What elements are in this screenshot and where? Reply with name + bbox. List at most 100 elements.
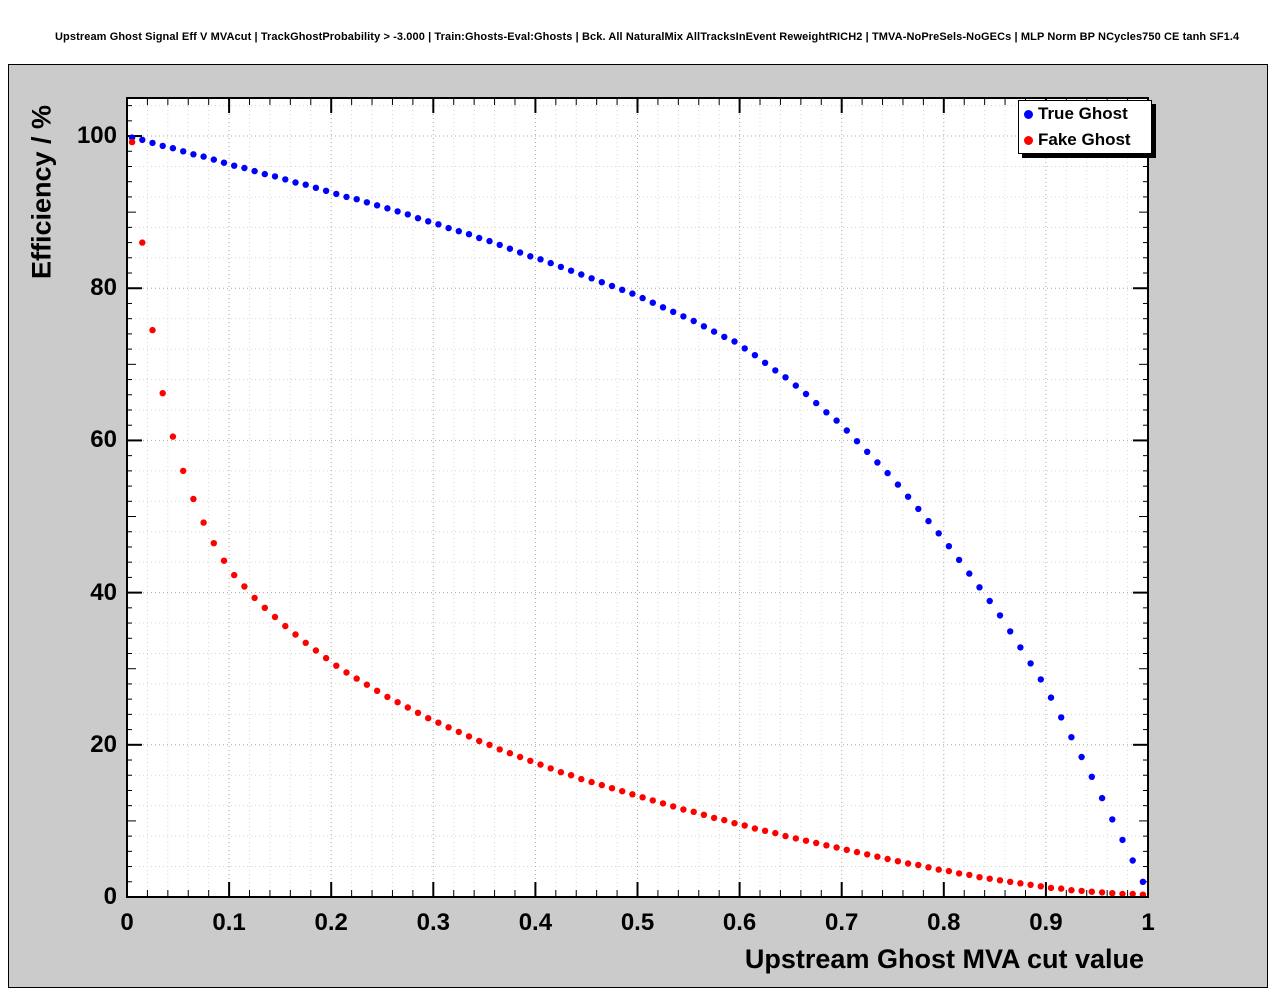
data-point-true-ghost: [874, 459, 881, 466]
legend-label-true-ghost: True Ghost: [1038, 104, 1128, 123]
data-point-fake-ghost: [802, 837, 810, 844]
data-point-true-ghost: [567, 267, 575, 274]
data-point-fake-ghost: [312, 647, 320, 654]
data-point-true-ghost: [271, 173, 279, 180]
data-point-true-ghost: [261, 170, 268, 178]
data-point-true-ghost: [292, 179, 299, 186]
data-point-true-ghost: [282, 176, 289, 183]
data-point-true-ghost: [721, 333, 728, 341]
data-point-fake-ghost: [1027, 881, 1034, 888]
data-point-true-ghost: [414, 215, 422, 222]
data-point-true-ghost: [333, 190, 340, 198]
data-point-true-ghost: [322, 187, 330, 194]
data-point-true-ghost: [659, 304, 667, 311]
data-point-true-ghost: [741, 345, 748, 352]
data-point-fake-ghost: [935, 866, 942, 873]
data-point-fake-ghost: [976, 874, 983, 881]
data-point-fake-ghost: [271, 613, 279, 621]
x-tick-label: 0: [120, 909, 134, 936]
data-point-fake-ghost: [1017, 880, 1024, 887]
y-tick-label: 60: [90, 426, 117, 454]
data-point-true-ghost: [1047, 694, 1055, 701]
data-point-true-ghost: [465, 231, 473, 238]
data-point-true-ghost: [680, 313, 687, 320]
data-point-fake-ghost: [639, 794, 646, 801]
data-point-true-ghost: [833, 417, 840, 424]
data-point-true-ghost: [955, 556, 963, 564]
x-tick-label: 0.7: [825, 909, 859, 936]
data-point-fake-ghost: [680, 806, 687, 813]
data-point-fake-ghost: [986, 875, 993, 882]
true-ghost-marker-icon: [1024, 109, 1033, 119]
data-point-fake-ghost: [282, 622, 289, 630]
data-point-fake-ghost: [670, 803, 677, 810]
data-point-fake-ghost: [925, 864, 932, 871]
data-point-fake-ghost: [1037, 883, 1045, 890]
data-point-fake-ghost: [843, 846, 850, 853]
data-point-true-ghost: [915, 505, 922, 513]
data-point-fake-ghost: [823, 842, 830, 849]
data-point-true-ghost: [802, 390, 810, 398]
x-tick-label: 0.4: [518, 909, 553, 936]
data-point-true-ghost: [210, 156, 217, 163]
data-point-true-ghost: [128, 134, 136, 141]
data-point-fake-ghost: [557, 769, 565, 776]
data-point-fake-ghost: [384, 693, 391, 701]
data-point-fake-ghost: [322, 654, 330, 662]
data-point-fake-ghost: [915, 861, 922, 869]
data-point-true-ghost: [608, 282, 616, 290]
chart-title: Upstream Ghost Signal Eff V MVAcut | Tra…: [55, 31, 1240, 43]
data-point-fake-ghost: [343, 669, 350, 676]
data-point-fake-ghost: [220, 557, 228, 564]
data-point-fake-ghost: [231, 571, 238, 579]
data-point-fake-ghost: [445, 724, 452, 731]
data-point-fake-ghost: [721, 816, 728, 824]
data-point-true-ghost: [598, 279, 605, 286]
data-point-true-ghost: [996, 612, 1004, 619]
data-point-true-ghost: [455, 228, 462, 235]
data-point-fake-ghost: [496, 746, 503, 753]
data-point-true-ghost: [772, 367, 779, 374]
data-point-true-ghost: [813, 399, 820, 407]
data-point-fake-ghost: [782, 832, 789, 840]
x-tick-label: 0.2: [314, 909, 348, 936]
data-point-true-ghost: [792, 382, 799, 389]
data-point-true-ghost: [1007, 628, 1014, 635]
data-point-fake-ghost: [761, 827, 769, 834]
x-tick-label: 0.5: [620, 909, 655, 936]
data-point-true-ghost: [1017, 644, 1024, 651]
data-point-fake-ghost: [1129, 890, 1136, 898]
x-tick-label: 0.3: [416, 909, 450, 936]
data-point-true-ghost: [1129, 857, 1136, 864]
data-point-fake-ghost: [598, 781, 605, 789]
data-point-true-ghost: [945, 543, 953, 550]
data-point-fake-ghost: [904, 860, 912, 867]
data-point-fake-ghost: [455, 728, 462, 736]
data-point-true-ghost: [1037, 676, 1045, 683]
data-point-fake-ghost: [1088, 888, 1096, 895]
data-point-fake-ghost: [853, 848, 861, 856]
data-point-true-ghost: [1109, 816, 1116, 823]
legend: True Ghost Fake Ghost: [1018, 100, 1152, 154]
data-point-fake-ghost: [1109, 890, 1116, 897]
data-point-fake-ghost: [128, 138, 136, 146]
data-point-true-ghost: [231, 162, 238, 169]
legend-entry-fake-ghost: Fake Ghost: [1019, 127, 1151, 153]
legend-entry-true-ghost: True Ghost: [1019, 101, 1151, 127]
data-point-fake-ghost: [1098, 889, 1106, 896]
data-point-true-ghost: [884, 469, 891, 477]
data-point-true-ghost: [190, 151, 197, 158]
data-point-true-ghost: [864, 448, 871, 455]
data-point-true-ghost: [527, 253, 534, 260]
data-point-fake-ghost: [588, 778, 595, 786]
data-point-fake-ghost: [363, 681, 371, 688]
data-point-true-ghost: [435, 221, 442, 228]
data-point-true-ghost: [1119, 836, 1126, 844]
data-point-true-ghost: [639, 294, 646, 302]
data-point-true-ghost: [670, 308, 677, 315]
data-point-fake-ghost: [506, 750, 514, 757]
data-point-fake-ghost: [169, 433, 177, 440]
data-point-fake-ghost: [874, 853, 881, 860]
data-point-fake-ghost: [1078, 887, 1085, 895]
